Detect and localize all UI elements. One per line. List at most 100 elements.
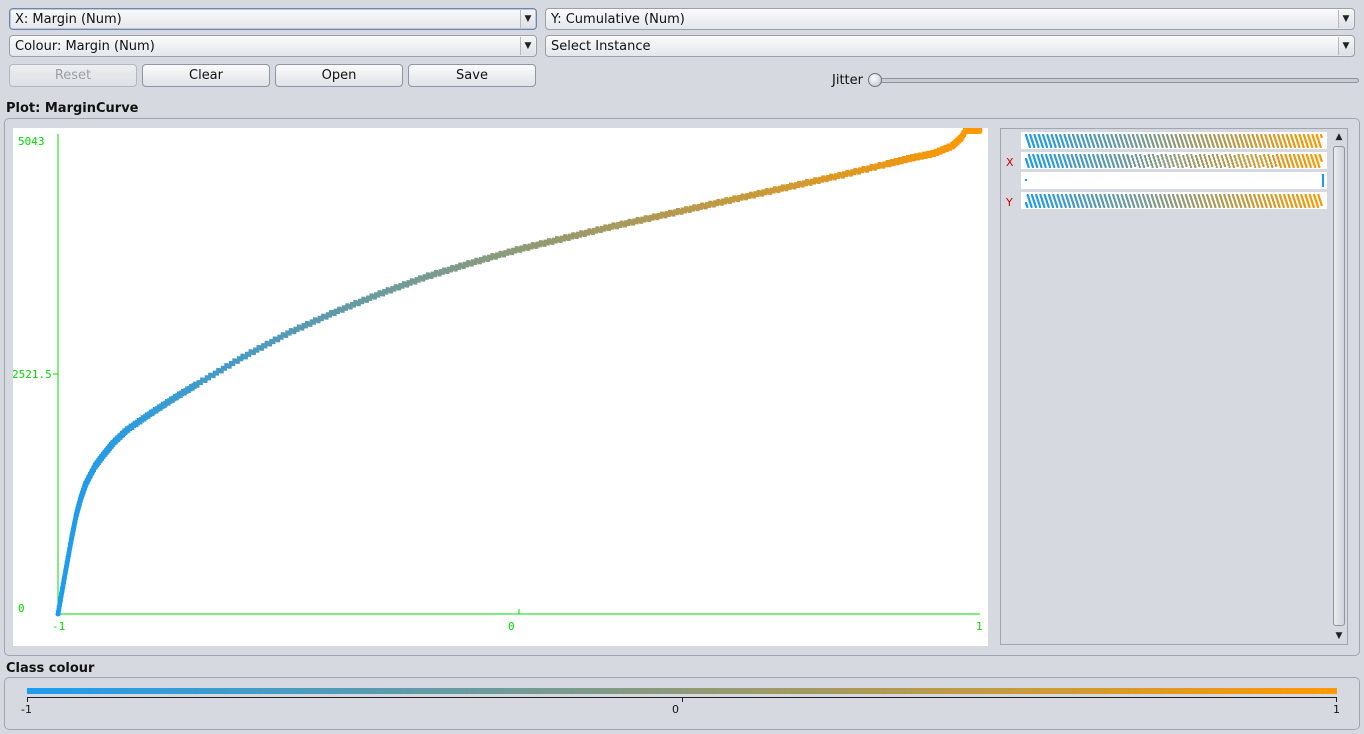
instance-mark [70,535,75,540]
y-axis-select[interactable]: Y: Cumulative (Num) ▼ [545,8,1355,30]
attribute-scrollbar[interactable]: ▲ ▼ [1331,130,1347,643]
attribute-strip-point [1300,206,1302,208]
attribute-strip-point [1154,163,1157,165]
chevron-down-icon[interactable]: ▼ [520,37,535,55]
chevron-down-icon[interactable]: ▼ [520,10,535,28]
instance-mark [432,273,437,278]
attribute-strip-point [1179,160,1182,162]
attribute-strip-point [1064,206,1067,208]
instance-mark [808,181,813,186]
attribute-strip-point [1044,166,1047,168]
clear-button[interactable]: Clear [142,64,270,87]
attribute-strip-point [1267,154,1270,156]
attribute-strip-point [1287,206,1290,208]
attribute-strip-point [1314,166,1317,168]
attribute-strip-point [1161,158,1164,160]
attribute-strip-point [1247,159,1250,161]
attribute-strip-point [1208,156,1211,158]
instance-mark [300,326,305,331]
attribute-strip-point [1165,157,1168,159]
attribute-strip-point [1100,166,1103,168]
instance-mark [776,189,781,194]
attribute-strip-point [1266,164,1269,166]
save-button[interactable]: Save [408,64,536,87]
reset-button[interactable]: Reset [9,64,137,87]
instance-mark [59,595,64,600]
attribute-strip-point [1288,166,1291,168]
attribute-strip-point [1199,155,1202,157]
attribute-strip-point [1197,206,1200,208]
attribute-strip-point [1182,156,1185,158]
attribute-strip-point [1238,146,1241,148]
attribute-strip-point [1111,206,1114,208]
attribute-bar-margin[interactable] [1021,152,1327,169]
instance-mark [287,331,292,336]
instance-mark [736,198,740,203]
y-marker: Y [1006,196,1013,209]
attribute-strip-point [1187,158,1190,160]
x-axis-select[interactable]: X: Margin (Num) ▼ [9,8,537,30]
instance-mark [739,196,744,201]
x-tick-label-mid: 0 [508,620,515,633]
attribute-strip-point [1158,162,1161,164]
attribute-strip-point [1133,206,1136,208]
instance-mark [203,379,208,383]
attribute-strip-point [1306,146,1309,148]
attribute-strip-point [1221,146,1224,148]
attribute-strip-point [1167,163,1170,165]
attribute-strip-point [1066,166,1069,168]
attribute-strip-point [1264,146,1267,148]
jitter-slider-knob[interactable] [868,73,882,87]
jitter-slider-track[interactable] [872,78,1359,83]
attribute-strip-point [1028,146,1031,148]
instance-mark [521,247,526,252]
attribute-strip-point [1039,206,1042,208]
attribute-strip-point [1212,146,1215,148]
attribute-strip-point [1182,146,1185,148]
instance-mark [465,263,470,268]
attribute-strip-point [1212,155,1215,157]
instance-mark [747,194,752,199]
attribute-strip-point [1229,146,1232,148]
attribute-strip-point [1244,163,1247,165]
instance-select[interactable]: Select Instance ▼ [545,35,1355,57]
attribute-bar-3[interactable] [1021,172,1327,189]
x-axis-select-value: X: Margin (Num) [15,12,122,27]
instance-mark [437,272,442,277]
instance-mark [392,287,397,292]
attribute-strip-point [1164,154,1167,156]
attribute-strip-point [1209,159,1212,161]
attribute-strip-point [1242,146,1245,148]
attribute-strip-point [1246,156,1249,158]
scroll-up-icon[interactable]: ▲ [1335,132,1343,142]
instance-mark [477,260,482,265]
attribute-strip-point [1233,156,1236,158]
attribute-strip-point [1094,206,1097,208]
attribute-bar-1[interactable] [1021,132,1327,149]
open-button[interactable]: Open [275,64,403,87]
instance-mark [344,306,349,311]
scroll-down-icon[interactable]: ▼ [1335,631,1343,641]
scroll-thumb[interactable] [1333,146,1345,626]
instance-mark [469,262,474,267]
attribute-strip-point [1248,162,1251,164]
attribute-strip-point [1049,166,1051,168]
scatter-plot[interactable]: 5043 2521.5 0 -1 0 1 [12,126,988,646]
instance-mark [66,557,70,562]
colour-select[interactable]: Colour: Margin (Num) ▼ [9,35,537,57]
plot-area[interactable]: 5043 2521.5 0 -1 0 1 [12,126,988,646]
instance-mark [578,233,583,238]
x-tick-label-max: 1 [976,620,983,633]
attribute-strip-point [1077,206,1080,208]
chevron-down-icon[interactable]: ▼ [1338,37,1353,55]
attribute-strip-point [1319,146,1322,148]
attribute-strip-point [1093,146,1096,148]
instance-mark [251,351,256,356]
instance-mark [284,334,289,338]
attribute-strip-point [1240,206,1243,208]
attribute-bar-cumulative[interactable] [1021,192,1327,209]
attribute-strip-point [1218,206,1221,208]
instance-mark [768,190,773,195]
instance-mark [74,515,79,520]
chevron-down-icon[interactable]: ▼ [1338,10,1353,28]
